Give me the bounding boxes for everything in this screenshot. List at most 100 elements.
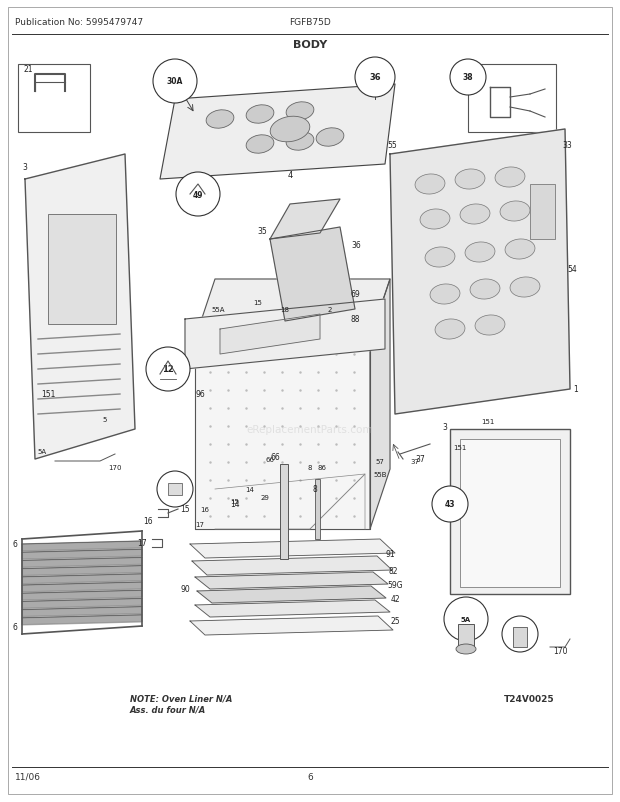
Text: 33: 33: [562, 140, 572, 149]
Text: 1: 1: [574, 385, 578, 394]
Ellipse shape: [460, 205, 490, 225]
Polygon shape: [197, 586, 386, 603]
Polygon shape: [185, 300, 385, 370]
Text: 6: 6: [12, 622, 17, 632]
Ellipse shape: [430, 285, 460, 305]
Polygon shape: [22, 615, 142, 625]
Text: 4: 4: [288, 170, 293, 180]
Bar: [530, 184, 555, 240]
Text: 151: 151: [41, 390, 55, 399]
Text: BODY: BODY: [293, 40, 327, 50]
Ellipse shape: [420, 209, 450, 229]
Ellipse shape: [415, 175, 445, 195]
Text: NOTE: Oven Liner N/A: NOTE: Oven Liner N/A: [130, 695, 232, 703]
Text: 55: 55: [387, 140, 397, 149]
Ellipse shape: [246, 136, 274, 154]
Polygon shape: [190, 616, 393, 635]
Polygon shape: [22, 582, 142, 592]
Text: 86: 86: [317, 464, 327, 471]
Text: FGFB75D: FGFB75D: [289, 18, 331, 27]
Text: 25: 25: [390, 617, 400, 626]
Text: 29: 29: [170, 485, 180, 494]
Ellipse shape: [286, 103, 314, 121]
Text: 66: 66: [270, 453, 280, 462]
Text: 82: 82: [388, 567, 398, 576]
Text: T24V0025: T24V0025: [505, 695, 555, 703]
Ellipse shape: [500, 201, 530, 222]
Ellipse shape: [505, 240, 535, 260]
Ellipse shape: [246, 106, 274, 124]
Text: 6: 6: [12, 540, 17, 549]
Text: 5A: 5A: [37, 448, 46, 455]
Ellipse shape: [510, 277, 540, 298]
Text: Ass. du four N/A: Ass. du four N/A: [130, 705, 206, 714]
Polygon shape: [22, 598, 142, 609]
Ellipse shape: [316, 128, 344, 147]
Text: 49: 49: [193, 190, 203, 199]
Text: eReplacementParts.com: eReplacementParts.com: [247, 424, 373, 435]
Text: 90: 90: [180, 585, 190, 593]
Text: 170: 170: [108, 464, 122, 471]
Bar: [458, 624, 474, 646]
Text: 15: 15: [231, 498, 239, 504]
Text: 3: 3: [22, 164, 27, 172]
Bar: [280, 464, 288, 559]
Polygon shape: [195, 280, 390, 339]
Polygon shape: [22, 566, 142, 576]
Bar: [315, 480, 320, 539]
Circle shape: [153, 60, 197, 104]
Polygon shape: [195, 600, 390, 618]
Text: 16: 16: [143, 516, 153, 526]
Bar: [460, 439, 560, 587]
Text: 88: 88: [350, 315, 360, 324]
Polygon shape: [390, 130, 570, 415]
Text: 14: 14: [246, 486, 254, 492]
Text: 42: 42: [390, 595, 400, 604]
Polygon shape: [270, 228, 355, 322]
Polygon shape: [195, 339, 370, 529]
Text: 66: 66: [265, 456, 275, 463]
Text: 2: 2: [328, 306, 332, 313]
Polygon shape: [220, 314, 320, 354]
Circle shape: [355, 58, 395, 98]
Text: 12: 12: [162, 365, 174, 374]
Ellipse shape: [495, 168, 525, 188]
Text: 170: 170: [553, 646, 567, 656]
Text: 151: 151: [453, 444, 467, 451]
Text: 29: 29: [260, 494, 270, 500]
Bar: [168, 484, 182, 496]
Ellipse shape: [455, 170, 485, 190]
Text: 5: 5: [103, 416, 107, 423]
Text: 21: 21: [24, 66, 33, 75]
Text: 59G: 59G: [387, 581, 403, 589]
Text: 35: 35: [257, 227, 267, 237]
Text: 43: 43: [445, 500, 455, 508]
Ellipse shape: [475, 315, 505, 335]
Text: 17: 17: [137, 539, 147, 548]
Text: 38: 38: [463, 74, 473, 83]
Bar: [468, 65, 556, 133]
Text: 11/06: 11/06: [15, 772, 41, 781]
Text: 15: 15: [180, 505, 190, 514]
Text: 8: 8: [308, 464, 312, 471]
Text: 37: 37: [410, 459, 420, 464]
Bar: [48, 215, 116, 325]
Circle shape: [157, 472, 193, 508]
Ellipse shape: [425, 248, 455, 268]
Polygon shape: [22, 607, 142, 617]
Bar: [18, 65, 90, 133]
Circle shape: [432, 486, 468, 522]
Ellipse shape: [465, 243, 495, 263]
Text: 8: 8: [312, 485, 317, 494]
Text: 6: 6: [307, 772, 313, 781]
Circle shape: [444, 597, 488, 642]
Text: 14: 14: [230, 500, 240, 508]
Polygon shape: [22, 549, 142, 560]
Circle shape: [450, 60, 486, 96]
Ellipse shape: [435, 319, 465, 339]
Ellipse shape: [286, 132, 314, 151]
Circle shape: [146, 347, 190, 391]
Polygon shape: [192, 557, 392, 575]
Polygon shape: [25, 155, 135, 460]
Ellipse shape: [470, 280, 500, 300]
